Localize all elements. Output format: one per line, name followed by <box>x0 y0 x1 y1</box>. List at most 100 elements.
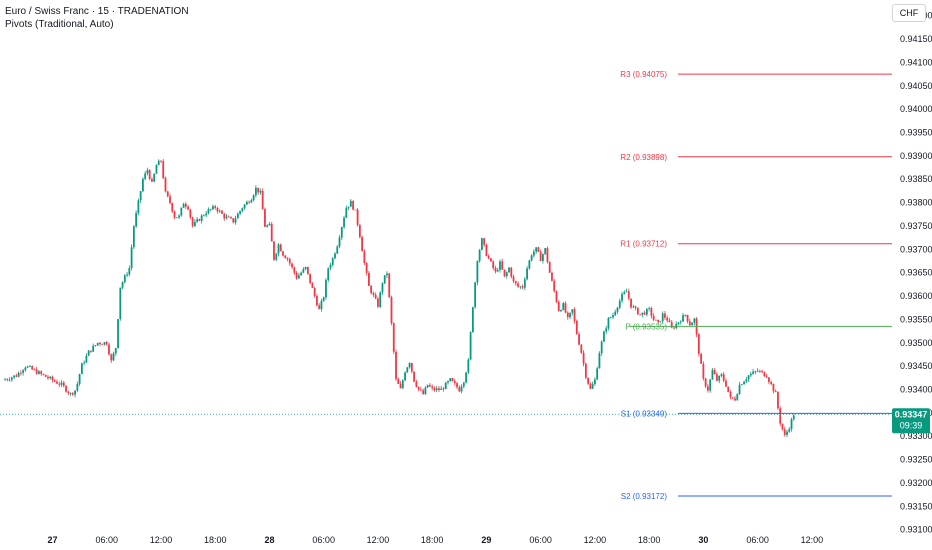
candle-body <box>126 274 128 276</box>
candle <box>397 377 400 385</box>
candle-body <box>666 317 669 321</box>
candle <box>87 350 90 356</box>
candle-body <box>146 170 149 174</box>
candle <box>200 213 203 224</box>
candle <box>354 209 357 211</box>
candle-body <box>722 374 725 381</box>
y-tick-label: 0.93950 <box>900 127 932 137</box>
candle <box>47 374 49 381</box>
candle-body <box>212 206 214 210</box>
candle <box>277 243 280 257</box>
candle-body <box>85 355 88 363</box>
price-axis: 0.942000.941500.941000.940500.940000.939… <box>900 11 932 535</box>
x-tick-label: 18:00 <box>638 535 661 545</box>
candle-body <box>618 300 621 308</box>
candle-body <box>26 366 29 368</box>
candle <box>377 296 379 308</box>
candle-body <box>704 378 707 387</box>
candle-body <box>171 202 174 212</box>
candle <box>645 307 648 317</box>
candle <box>169 193 171 205</box>
candle-body <box>291 263 293 268</box>
candle <box>410 362 413 374</box>
candle-body <box>311 283 314 288</box>
candle <box>745 376 748 384</box>
pivot-label: S2 (0.93172) <box>621 492 668 501</box>
candle <box>71 392 74 397</box>
candle-body <box>386 273 388 276</box>
candle-body <box>169 196 171 203</box>
candle <box>756 368 759 373</box>
candle <box>695 316 698 338</box>
candle-body <box>496 269 499 272</box>
candle <box>718 375 721 384</box>
candle-body <box>182 203 185 208</box>
candle-body <box>668 320 671 323</box>
candle <box>627 288 630 301</box>
candle-body <box>664 313 666 318</box>
currency-button[interactable]: CHF <box>892 4 926 22</box>
candle <box>128 265 131 277</box>
y-tick-label: 0.94000 <box>900 104 932 114</box>
candle <box>309 273 312 285</box>
candle-body <box>53 380 56 382</box>
candle-body <box>19 372 22 374</box>
candle-body <box>557 301 560 312</box>
candle-body <box>144 173 147 179</box>
candle-body <box>765 376 768 378</box>
candle-body <box>399 383 402 389</box>
x-tick-label: 30 <box>698 535 708 545</box>
candle-body <box>713 370 716 375</box>
candle <box>15 373 18 378</box>
candle <box>372 291 375 297</box>
candle-body <box>643 312 646 315</box>
candle-body <box>153 173 156 182</box>
candle <box>614 309 617 317</box>
candle <box>578 331 580 346</box>
candle <box>444 381 447 390</box>
candle-body <box>388 273 391 298</box>
candle-body <box>90 350 92 352</box>
candle-body <box>582 352 585 364</box>
candle <box>453 378 456 386</box>
candle <box>155 164 158 174</box>
candle-body <box>580 344 583 353</box>
candle <box>214 204 217 210</box>
candle-body <box>542 254 544 261</box>
candle-body <box>230 217 232 219</box>
candle <box>205 210 208 218</box>
candle-body <box>645 308 648 315</box>
candle <box>117 318 119 349</box>
candle-body <box>560 309 562 312</box>
candle-body <box>356 209 359 225</box>
candle <box>548 261 551 273</box>
candle-body <box>175 217 178 219</box>
candle-body <box>273 241 275 260</box>
candle-body <box>571 309 574 313</box>
candle <box>69 392 72 396</box>
candle-body <box>763 371 766 377</box>
candle-body <box>544 248 547 255</box>
candle-body <box>191 217 194 226</box>
candle-body <box>13 375 15 378</box>
candle <box>103 341 106 346</box>
candle <box>320 298 323 312</box>
indicator-title[interactable]: Pivots (Traditional, Auto) <box>5 19 114 30</box>
candle <box>465 371 467 384</box>
y-tick-label: 0.93500 <box>900 338 932 348</box>
symbol-title[interactable]: Euro / Swiss Franc · 15 · TRADENATION <box>5 6 189 17</box>
candle-body <box>573 309 576 321</box>
candle <box>236 212 239 219</box>
bar-countdown: 09:39 <box>900 420 923 430</box>
candle-body <box>451 378 454 382</box>
candle <box>144 171 147 181</box>
candle-body <box>209 209 212 210</box>
candle-body <box>252 195 255 201</box>
candle-body <box>49 376 52 379</box>
candle <box>634 305 637 311</box>
candle-body <box>562 303 565 310</box>
candle-body <box>277 244 280 254</box>
candle-body <box>331 258 334 265</box>
candle-body <box>709 379 712 391</box>
